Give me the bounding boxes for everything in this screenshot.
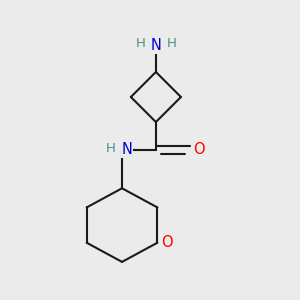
Text: N: N [151, 38, 161, 53]
Text: O: O [161, 235, 172, 250]
Text: H: H [166, 38, 176, 50]
Text: O: O [193, 142, 204, 158]
Text: H: H [136, 38, 146, 50]
Text: H: H [106, 142, 116, 155]
Text: N: N [122, 142, 133, 158]
